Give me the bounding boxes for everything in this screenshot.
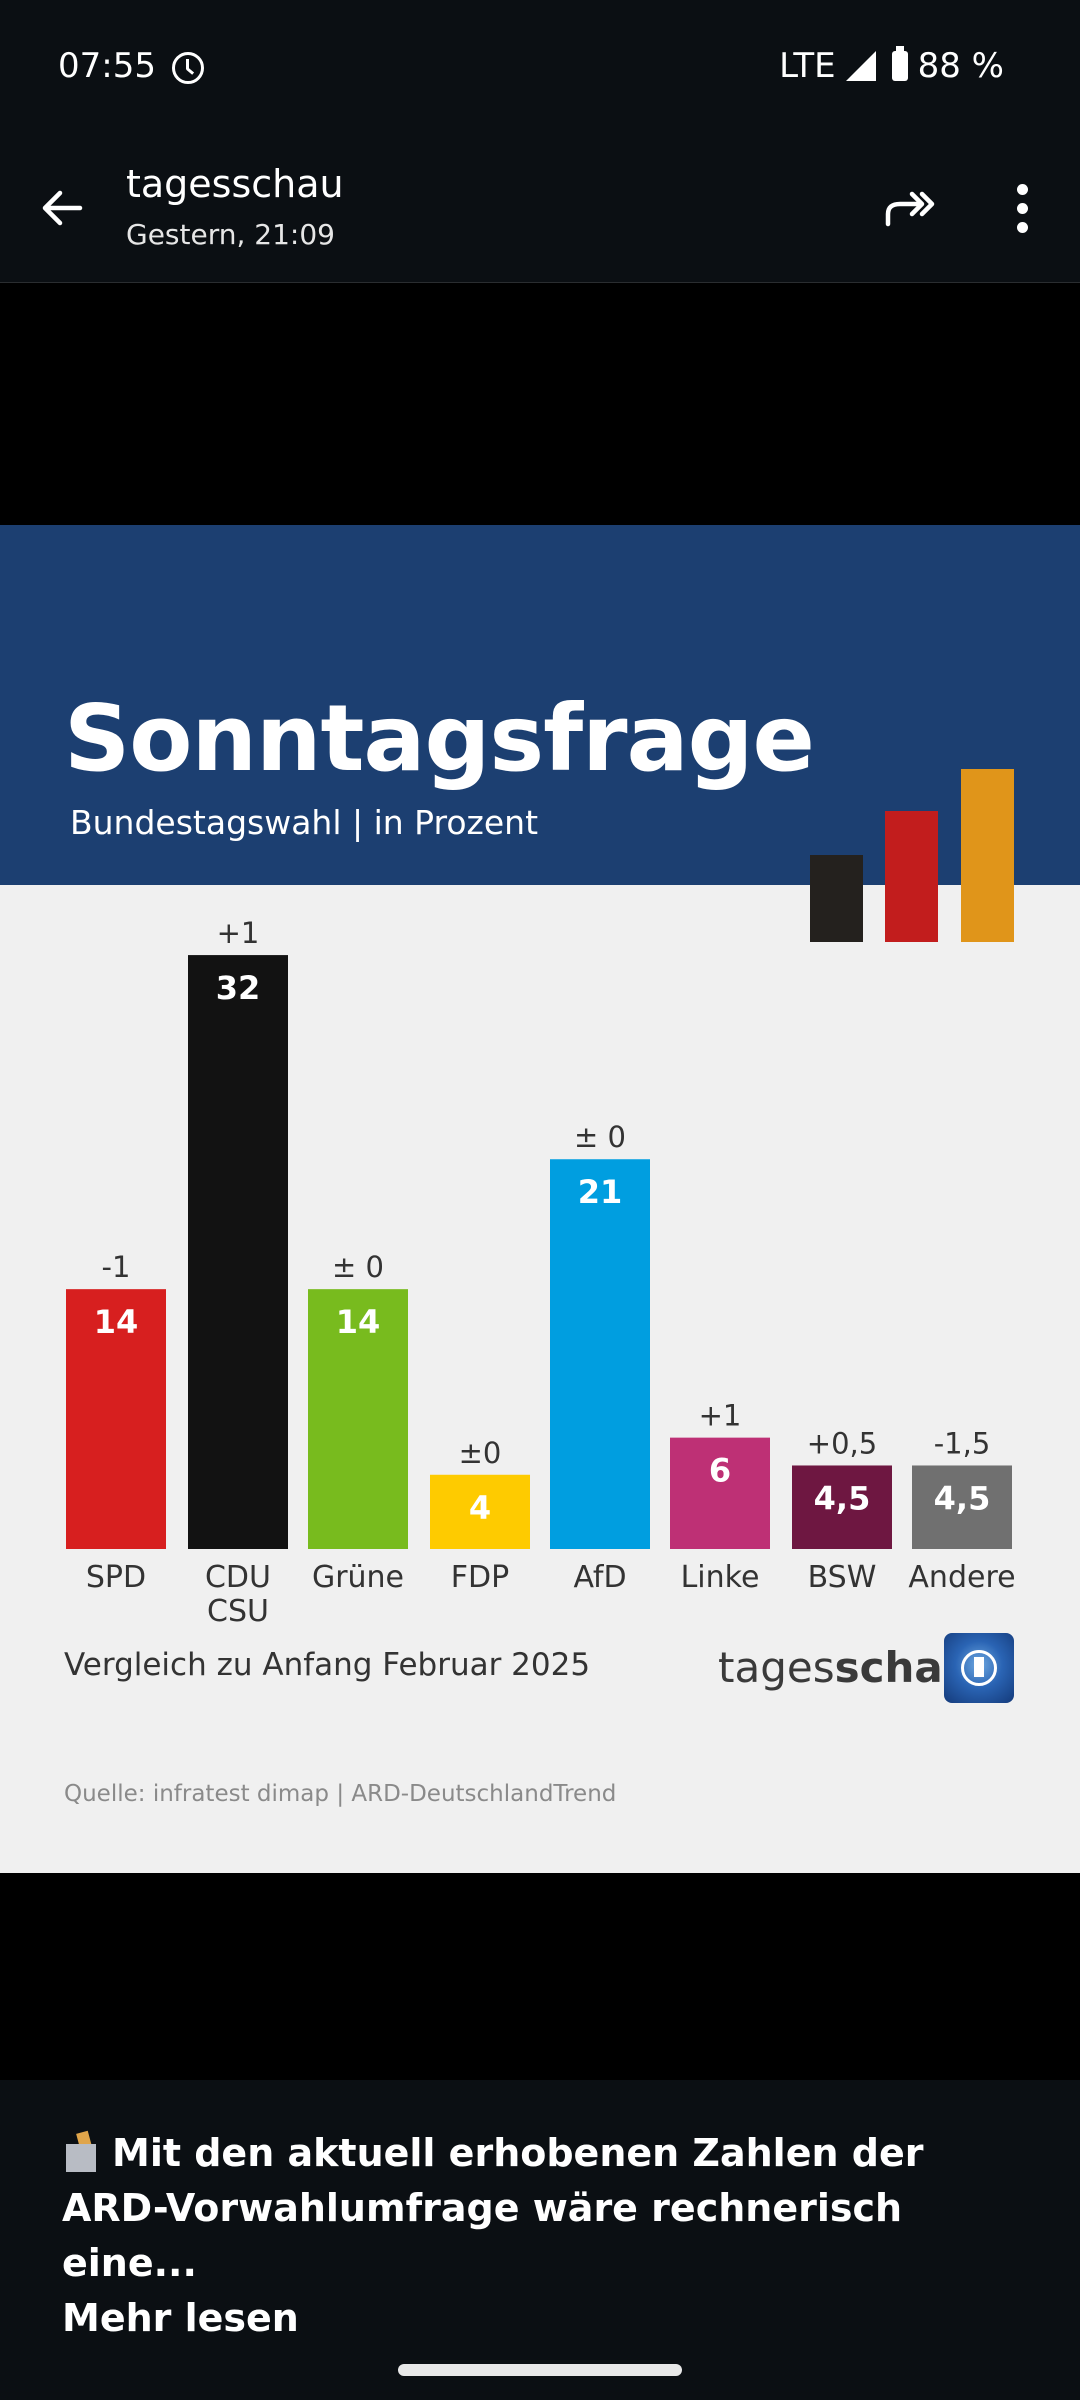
back-arrow-icon [42, 190, 83, 226]
value-label-spd: 14 [94, 1303, 139, 1341]
change-label-cdu-csu: +1 [217, 916, 260, 950]
caption-body: Mit den aktuell erhobenen Zahlen der ARD… [62, 2131, 924, 2285]
bar-linke [670, 1437, 770, 1549]
bar-gruene [308, 1289, 408, 1549]
change-label-linke: +1 [699, 1399, 742, 1433]
value-label-linke: 6 [709, 1452, 731, 1490]
tagesschau-logo-icon [944, 1633, 1014, 1703]
status-bar: 07:55 LTE 88 % [0, 0, 1080, 140]
graphic-headline: Sonntagsfrage [64, 685, 815, 792]
caption-text: Mit den aktuell erhobenen Zahlen der ARD… [62, 2126, 1022, 2346]
more-dot [1016, 203, 1028, 214]
change-label-andere: -1,5 [934, 1426, 991, 1460]
category-label-linke: Linke [681, 1560, 760, 1595]
signal-icon [845, 51, 876, 81]
deco-bar-black [810, 855, 863, 942]
category-label-cdu-csu: CSU [207, 1594, 269, 1629]
alarm-clock-icon [172, 52, 204, 84]
ballot-box [66, 2144, 96, 2172]
bar-cdu-csu [188, 955, 288, 1549]
app-bar: tagesschau Gestern, 21:09 [0, 140, 1080, 283]
post-caption: Mit den aktuell erhobenen Zahlen der ARD… [0, 2080, 1080, 2400]
brand-regular: tages [718, 1643, 835, 1692]
logo-ring [961, 1650, 997, 1686]
bar-spd [66, 1289, 166, 1549]
category-label-spd: SPD [86, 1560, 146, 1595]
logo-one [974, 1657, 984, 1677]
value-label-afd: 21 [578, 1173, 623, 1211]
more-dot [1016, 222, 1028, 233]
category-label-andere: Andere [908, 1560, 1015, 1595]
read-more-link[interactable]: Mehr lesen [62, 2296, 299, 2340]
ballot-box-icon [62, 2130, 102, 2172]
channel-title: tagesschau [126, 162, 344, 206]
value-label-fdp: 4 [469, 1489, 491, 1527]
bar-andere [912, 1465, 1012, 1549]
bar-bsw [792, 1465, 892, 1549]
value-label-bsw: 4,5 [814, 1479, 871, 1517]
deco-bar-red [885, 811, 938, 942]
category-label-gruene: Grüne [312, 1560, 404, 1595]
status-time: 07:55 [58, 46, 156, 86]
share-button[interactable] [880, 180, 940, 236]
deco-bar-gold [961, 769, 1014, 942]
change-label-gruene: ± 0 [332, 1250, 384, 1284]
tagesschau-wordmark: tagesschau [718, 1643, 973, 1692]
change-label-afd: ± 0 [574, 1120, 626, 1154]
change-label-bsw: +0,5 [807, 1426, 877, 1460]
battery-level: 88 % [917, 46, 1004, 86]
bar-fdp [430, 1474, 530, 1549]
category-label-afd: AfD [573, 1560, 626, 1595]
category-label-bsw: BSW [808, 1560, 877, 1595]
change-label-fdp: ±0 [459, 1436, 502, 1470]
change-label-spd: -1 [102, 1250, 131, 1284]
more-vert-icon [1016, 184, 1028, 195]
graphic-subline: Bundestagswahl | in Prozent [70, 803, 539, 842]
value-label-cdu-csu: 32 [216, 969, 261, 1007]
back-button[interactable] [36, 182, 88, 234]
value-label-gruene: 14 [336, 1303, 381, 1341]
bar-afd [550, 1159, 650, 1549]
home-indicator[interactable] [398, 2364, 682, 2376]
value-label-andere: 4,5 [934, 1479, 991, 1517]
battery-icon [891, 46, 908, 81]
post-timestamp: Gestern, 21:09 [126, 218, 335, 251]
poll-graphic[interactable]: Sonntagsfrage Bundestagswahl | in Prozen… [0, 525, 1080, 1873]
network-type: LTE [779, 46, 836, 86]
more-options-button[interactable] [1008, 184, 1036, 236]
status-right: LTE 88 % [779, 46, 1004, 86]
category-label-fdp: FDP [451, 1560, 509, 1595]
category-label-cdu-csu: CDU [205, 1560, 271, 1595]
source-note: Quelle: infratest dimap | ARD-Deutschlan… [64, 1781, 617, 1807]
graphic-header: Sonntagsfrage Bundestagswahl | in Prozen… [0, 525, 1080, 885]
comparison-note: Vergleich zu Anfang Februar 2025 [64, 1647, 591, 1683]
share-icon [885, 191, 935, 227]
